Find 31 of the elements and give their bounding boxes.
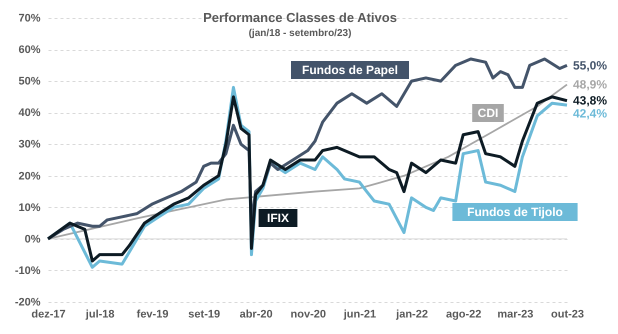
- y-tick-label: 30%: [18, 138, 41, 151]
- x-tick-label: abr-20: [240, 308, 273, 320]
- chart-title: Performance Classes de Ativos: [203, 10, 397, 25]
- x-tick-label: jul-18: [84, 308, 115, 320]
- y-tick-label: 20%: [18, 170, 41, 182]
- series-label: Fundos de Papel: [302, 63, 398, 77]
- text: (jan/18 - setembro/23): [248, 28, 352, 39]
- y-tick-label: -10%: [14, 264, 41, 277]
- x-tick-label: ago-22: [446, 308, 482, 320]
- annotation: 43,8%: [573, 94, 608, 108]
- x-tick-label: nov-20: [290, 308, 326, 320]
- y-tick-label: 40%: [18, 107, 41, 120]
- x-tick-label: dez-17: [31, 308, 66, 320]
- series-label: CDI: [478, 106, 498, 120]
- x-tick-label: fev-19: [136, 308, 168, 320]
- y-tick-label: 70%: [18, 12, 41, 24]
- x-tick-label: jun-21: [342, 308, 376, 320]
- annotation: 55,0%: [573, 58, 608, 72]
- y-tick-label: 10%: [18, 202, 41, 214]
- x-tick-label: mar-23: [497, 308, 534, 320]
- x-tick-label: jan-22: [395, 308, 428, 320]
- series-label: Fundos de Tijolo: [467, 205, 563, 219]
- series-label: IFIX: [266, 211, 290, 225]
- annotation: 42,4%: [573, 106, 608, 121]
- annotation: 48,9%: [573, 78, 608, 92]
- y-tick-label: 50%: [18, 76, 41, 88]
- x-tick-label: out-23: [551, 308, 584, 320]
- x-tick-label: set-19: [188, 308, 220, 320]
- y-tick-label: -20%: [14, 296, 41, 308]
- y-tick-label: 60%: [18, 44, 41, 56]
- y-tick-label: 0%: [24, 233, 41, 246]
